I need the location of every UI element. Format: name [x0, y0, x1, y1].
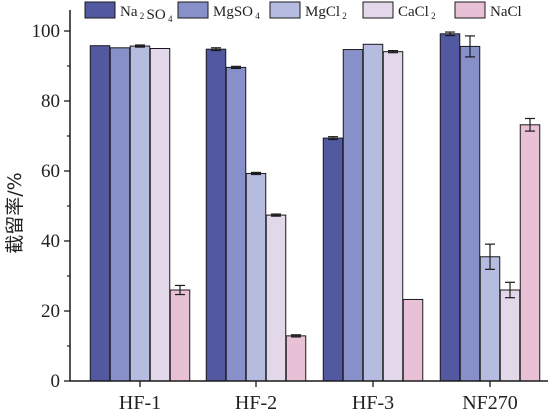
legend-swatch-na2so4 — [84, 1, 116, 19]
legend-swatch-mgso4 — [177, 1, 209, 19]
legend-label-nacl: NaCl — [490, 4, 522, 20]
bar-cacl2-hf-1 — [149, 48, 171, 382]
bar-mgcl2-hf-1 — [129, 45, 151, 382]
bars — [89, 33, 541, 382]
legend-label-mgso4: MgSO 4 — [213, 4, 260, 21]
legend-label-na2so4: Na 2 SO 4 — [120, 4, 173, 24]
bar-mgso4-hf-2 — [225, 66, 247, 382]
legend-swatch-nacl — [454, 1, 486, 19]
legend-label-cacl2: CaCl 2 — [398, 4, 436, 21]
y-tick-label: 0 — [51, 371, 61, 392]
bar-na2so4-hf-2 — [205, 48, 227, 382]
bar-nacl-nf270 — [519, 124, 541, 382]
y-tick-label: 40 — [41, 231, 60, 252]
bar-na2so4-hf-1 — [89, 45, 111, 382]
y-tick-label: 80 — [41, 91, 60, 112]
bar-mgso4-nf270 — [459, 45, 481, 382]
x-tick-label-hf-1: HF-1 — [119, 392, 161, 414]
x-tick-label-nf270: NF270 — [462, 392, 518, 414]
axes: 0 20 40 60 80 100 HF-1 HF-2 HF-3 NF270 — [32, 10, 548, 414]
bar-mgcl2-hf-2 — [245, 172, 267, 382]
bar-na2so4-nf270 — [439, 33, 461, 382]
legend-swatch-mgcl2 — [269, 1, 301, 19]
x-tick-label-hf-2: HF-2 — [235, 392, 277, 414]
bar-cacl2-nf270 — [499, 289, 521, 382]
bar-nacl-hf-2 — [285, 335, 307, 382]
bar-nacl-hf-1 — [169, 289, 191, 382]
bar-cacl2-hf-3 — [382, 51, 404, 382]
error-bars — [135, 31, 535, 338]
legend-label-mgcl2: MgCl 2 — [305, 4, 347, 21]
legend-swatch-cacl2 — [362, 1, 394, 19]
x-tick-label-hf-3: HF-3 — [352, 392, 394, 414]
bar-mgcl2-hf-3 — [362, 43, 384, 382]
bar-mgso4-hf-3 — [342, 49, 364, 382]
bar-mgso4-hf-1 — [109, 47, 131, 382]
bar-nacl-hf-3 — [402, 298, 424, 382]
bar-na2so4-hf-3 — [322, 137, 344, 382]
legend: Na 2 SO 4 MgSO 4 MgCl 2 CaCl 2 NaCl — [84, 1, 522, 24]
y-axis-label: 截留率/% — [4, 172, 26, 253]
y-tick-label: 20 — [41, 301, 60, 322]
bar-cacl2-hf-2 — [265, 214, 287, 382]
bar-mgcl2-nf270 — [479, 256, 501, 382]
y-tick-label: 60 — [41, 161, 60, 182]
y-tick-label: 100 — [32, 21, 61, 42]
